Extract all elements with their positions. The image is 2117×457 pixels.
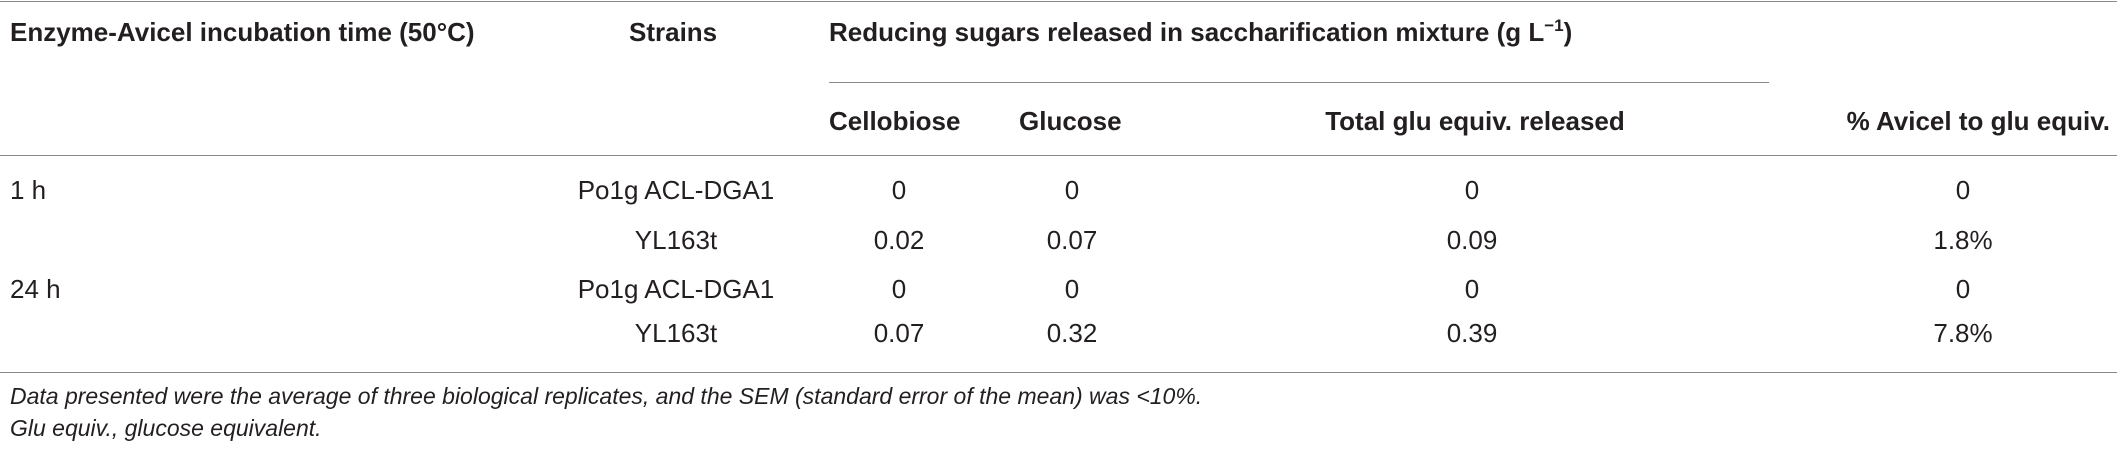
cell-glucose: 0 [1064, 175, 1080, 205]
cell-pct: 0 [1955, 274, 1971, 304]
cell-pct: 1.8% [1933, 225, 1993, 255]
reducing-sugars-close: ) [1563, 17, 1573, 47]
cell-cellobiose: 0.07 [873, 318, 925, 348]
header-pct-avicel: % Avicel to glu equiv. [1846, 106, 2110, 136]
header-reducing-sugars: Reducing sugars released in saccharifica… [829, 17, 1572, 47]
cell-glucose: 0 [1064, 274, 1080, 304]
cell-total: 0.09 [1446, 225, 1498, 255]
header-strains: Strains [629, 17, 718, 47]
table-bottom-rule [0, 372, 2117, 373]
cell-glucose: 0.32 [1046, 318, 1098, 348]
cell-strain: Po1g ACL-DGA1 [577, 175, 775, 205]
cell-pct: 0 [1955, 175, 1971, 205]
cell-time: 1 h [10, 175, 47, 205]
cell-pct: 7.8% [1933, 318, 1993, 348]
cell-glucose: 0.07 [1046, 225, 1098, 255]
cell-strain: YL163t [634, 318, 718, 348]
footnote-data-presented: Data presented were the average of three… [10, 383, 1203, 409]
table-top-rule [0, 1, 2117, 2]
cell-cellobiose: 0 [891, 274, 907, 304]
header-glucose: Glucose [1019, 106, 1122, 136]
header-cellobiose: Cellobiose [829, 106, 961, 136]
footnote-glu-equiv: Glu equiv., glucose equivalent. [10, 415, 322, 441]
cell-total: 0 [1464, 175, 1480, 205]
cell-strain: YL163t [634, 225, 718, 255]
cell-total: 0.39 [1446, 318, 1498, 348]
cell-strain: Po1g ACL-DGA1 [577, 274, 775, 304]
cell-cellobiose: 0.02 [873, 225, 925, 255]
cell-total: 0 [1464, 274, 1480, 304]
header-incubation-time: Enzyme-Avicel incubation time (50°C) [10, 17, 475, 47]
reducing-sugars-text: Reducing sugars released in saccharifica… [829, 17, 1545, 47]
header-bottom-rule [0, 155, 2117, 156]
cell-time: 24 h [10, 274, 61, 304]
cell-cellobiose: 0 [891, 175, 907, 205]
header-total-glu-equiv: Total glu equiv. released [1325, 106, 1625, 136]
spanning-header-rule [829, 82, 1769, 83]
unit-exponent: −1 [1544, 16, 1564, 35]
